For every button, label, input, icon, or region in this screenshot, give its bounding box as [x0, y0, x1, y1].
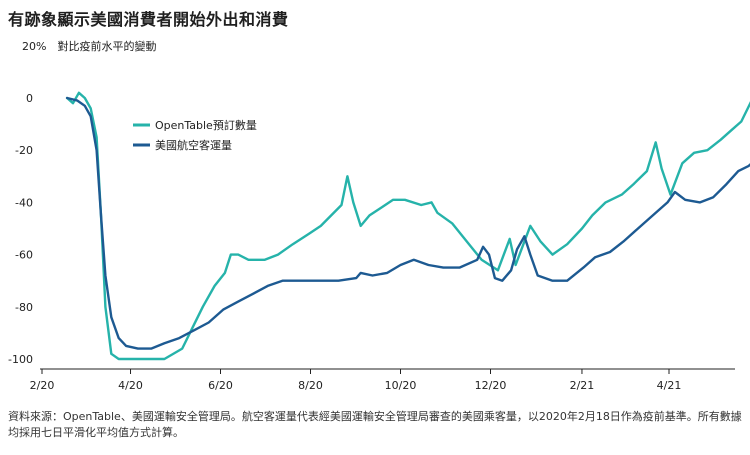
- y-tick-label: -80: [15, 301, 33, 314]
- x-tick-label: 4/21: [657, 379, 682, 392]
- x-tick-label: 10/20: [385, 379, 417, 392]
- source-note: 資料來源：OpenTable、美國運輸安全管理局。航空客運量代表經美國運輸安全管…: [8, 410, 742, 439]
- y-axis: 0 -20 -40 -60 -80 -100: [8, 92, 33, 366]
- legend-label: OpenTable預訂數量: [155, 118, 257, 132]
- y-tick-label: -20: [15, 144, 33, 157]
- chart-title: 有跡象顯示美國消費者開始外出和消費: [8, 10, 289, 29]
- x-tick-label: 8/20: [298, 379, 323, 392]
- y-tick-label: -60: [15, 249, 33, 262]
- legend-label: 美國航空客運量: [155, 138, 232, 152]
- x-tick-label: 12/20: [475, 379, 507, 392]
- series-line-opentable: [65, 91, 750, 361]
- y-tick-label: -40: [15, 196, 33, 209]
- x-tick-label: 2/21: [570, 379, 595, 392]
- x-tick-label: 2/20: [30, 379, 55, 392]
- y-tick-label: 0: [26, 92, 33, 105]
- line-chart: 0 -20 -40 -60 -80 -100 2/20 4/20 6/20 8/20 10/20 1…: [8, 91, 750, 392]
- x-tick-label: 4/20: [118, 379, 143, 392]
- y-tick-label: -100: [8, 353, 33, 366]
- y-axis-label: 20% 對比疫前水平的變動: [22, 40, 157, 53]
- series-line-air-travel: [65, 96, 750, 350]
- x-tick-label: 6/20: [208, 379, 233, 392]
- series-group: [65, 91, 750, 361]
- x-axis: 2/20 4/20 6/20 8/20 10/20 12/20 2/21 4/21: [30, 368, 735, 392]
